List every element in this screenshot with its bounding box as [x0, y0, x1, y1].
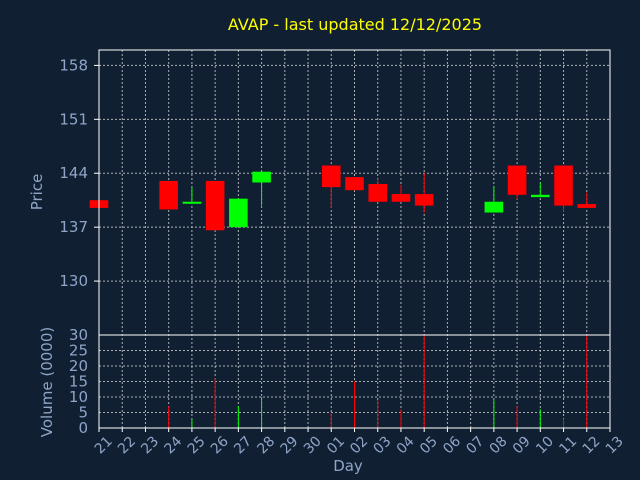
candle-body: [229, 198, 248, 228]
x-tick-label: 24: [162, 433, 186, 457]
mark-layer: [89, 165, 597, 428]
candle-body: [391, 194, 411, 202]
volume-tick-label: 10: [69, 388, 88, 406]
x-tick-label: 02: [347, 433, 371, 457]
candle-body: [531, 194, 550, 198]
candle-body: [205, 180, 225, 231]
volume-tick-label: 15: [69, 373, 88, 391]
candle-body: [484, 201, 504, 213]
volume-tick-label: 25: [69, 342, 88, 360]
chart-title: AVAP - last updated 12/12/2025: [228, 15, 482, 34]
x-tick-label: 08: [487, 433, 511, 457]
candle-body: [414, 194, 434, 206]
candle-body: [321, 165, 341, 188]
price-tick-label: 137: [59, 218, 88, 236]
x-tick-label: 25: [185, 433, 209, 457]
x-tick-label: 12: [580, 433, 604, 457]
volume-axis-title: Volume (0000): [38, 327, 56, 437]
price-axis-title: Price: [28, 174, 46, 211]
x-tick-label: 01: [324, 433, 348, 457]
x-tick-label: 13: [603, 433, 627, 457]
x-tick-label: 27: [231, 433, 255, 457]
x-tick-label: 21: [92, 433, 116, 457]
candle-body: [252, 171, 271, 183]
x-tick-label: 30: [301, 433, 325, 457]
candle-body: [507, 165, 527, 195]
x-tick-label: 07: [463, 433, 487, 457]
grid-layer: [98, 50, 611, 429]
x-tick-label: 28: [254, 433, 278, 457]
x-tick-label: 03: [371, 433, 395, 457]
x-tick-label: 04: [394, 433, 418, 457]
x-tick-label: 29: [278, 433, 302, 457]
candle-body: [159, 180, 178, 210]
volume-tick-label: 0: [78, 419, 88, 437]
price-tick-label: 151: [59, 110, 88, 128]
x-tick-label: 23: [138, 433, 162, 457]
candle-body: [345, 177, 364, 191]
candle-body: [577, 204, 597, 208]
candle-body: [182, 201, 202, 204]
x-axis-title: Day: [333, 457, 363, 475]
price-tick-label: 144: [59, 164, 88, 182]
price-tick-label: 158: [59, 56, 88, 74]
volume-tick-label: 20: [69, 357, 88, 375]
x-tick-label: 05: [417, 433, 441, 457]
volume-tick-label: 30: [69, 326, 88, 344]
candle-body: [554, 165, 573, 206]
candle-body: [368, 184, 388, 202]
x-tick-label: 10: [533, 433, 557, 457]
x-tick-label: 26: [208, 433, 232, 457]
price-tick-label: 130: [59, 272, 88, 290]
volume-tick-label: 5: [78, 404, 88, 422]
x-tick-label: 06: [440, 433, 464, 457]
x-tick-label: 11: [556, 433, 580, 457]
x-tick-label: 09: [510, 433, 534, 457]
x-tick-label: 22: [115, 433, 139, 457]
